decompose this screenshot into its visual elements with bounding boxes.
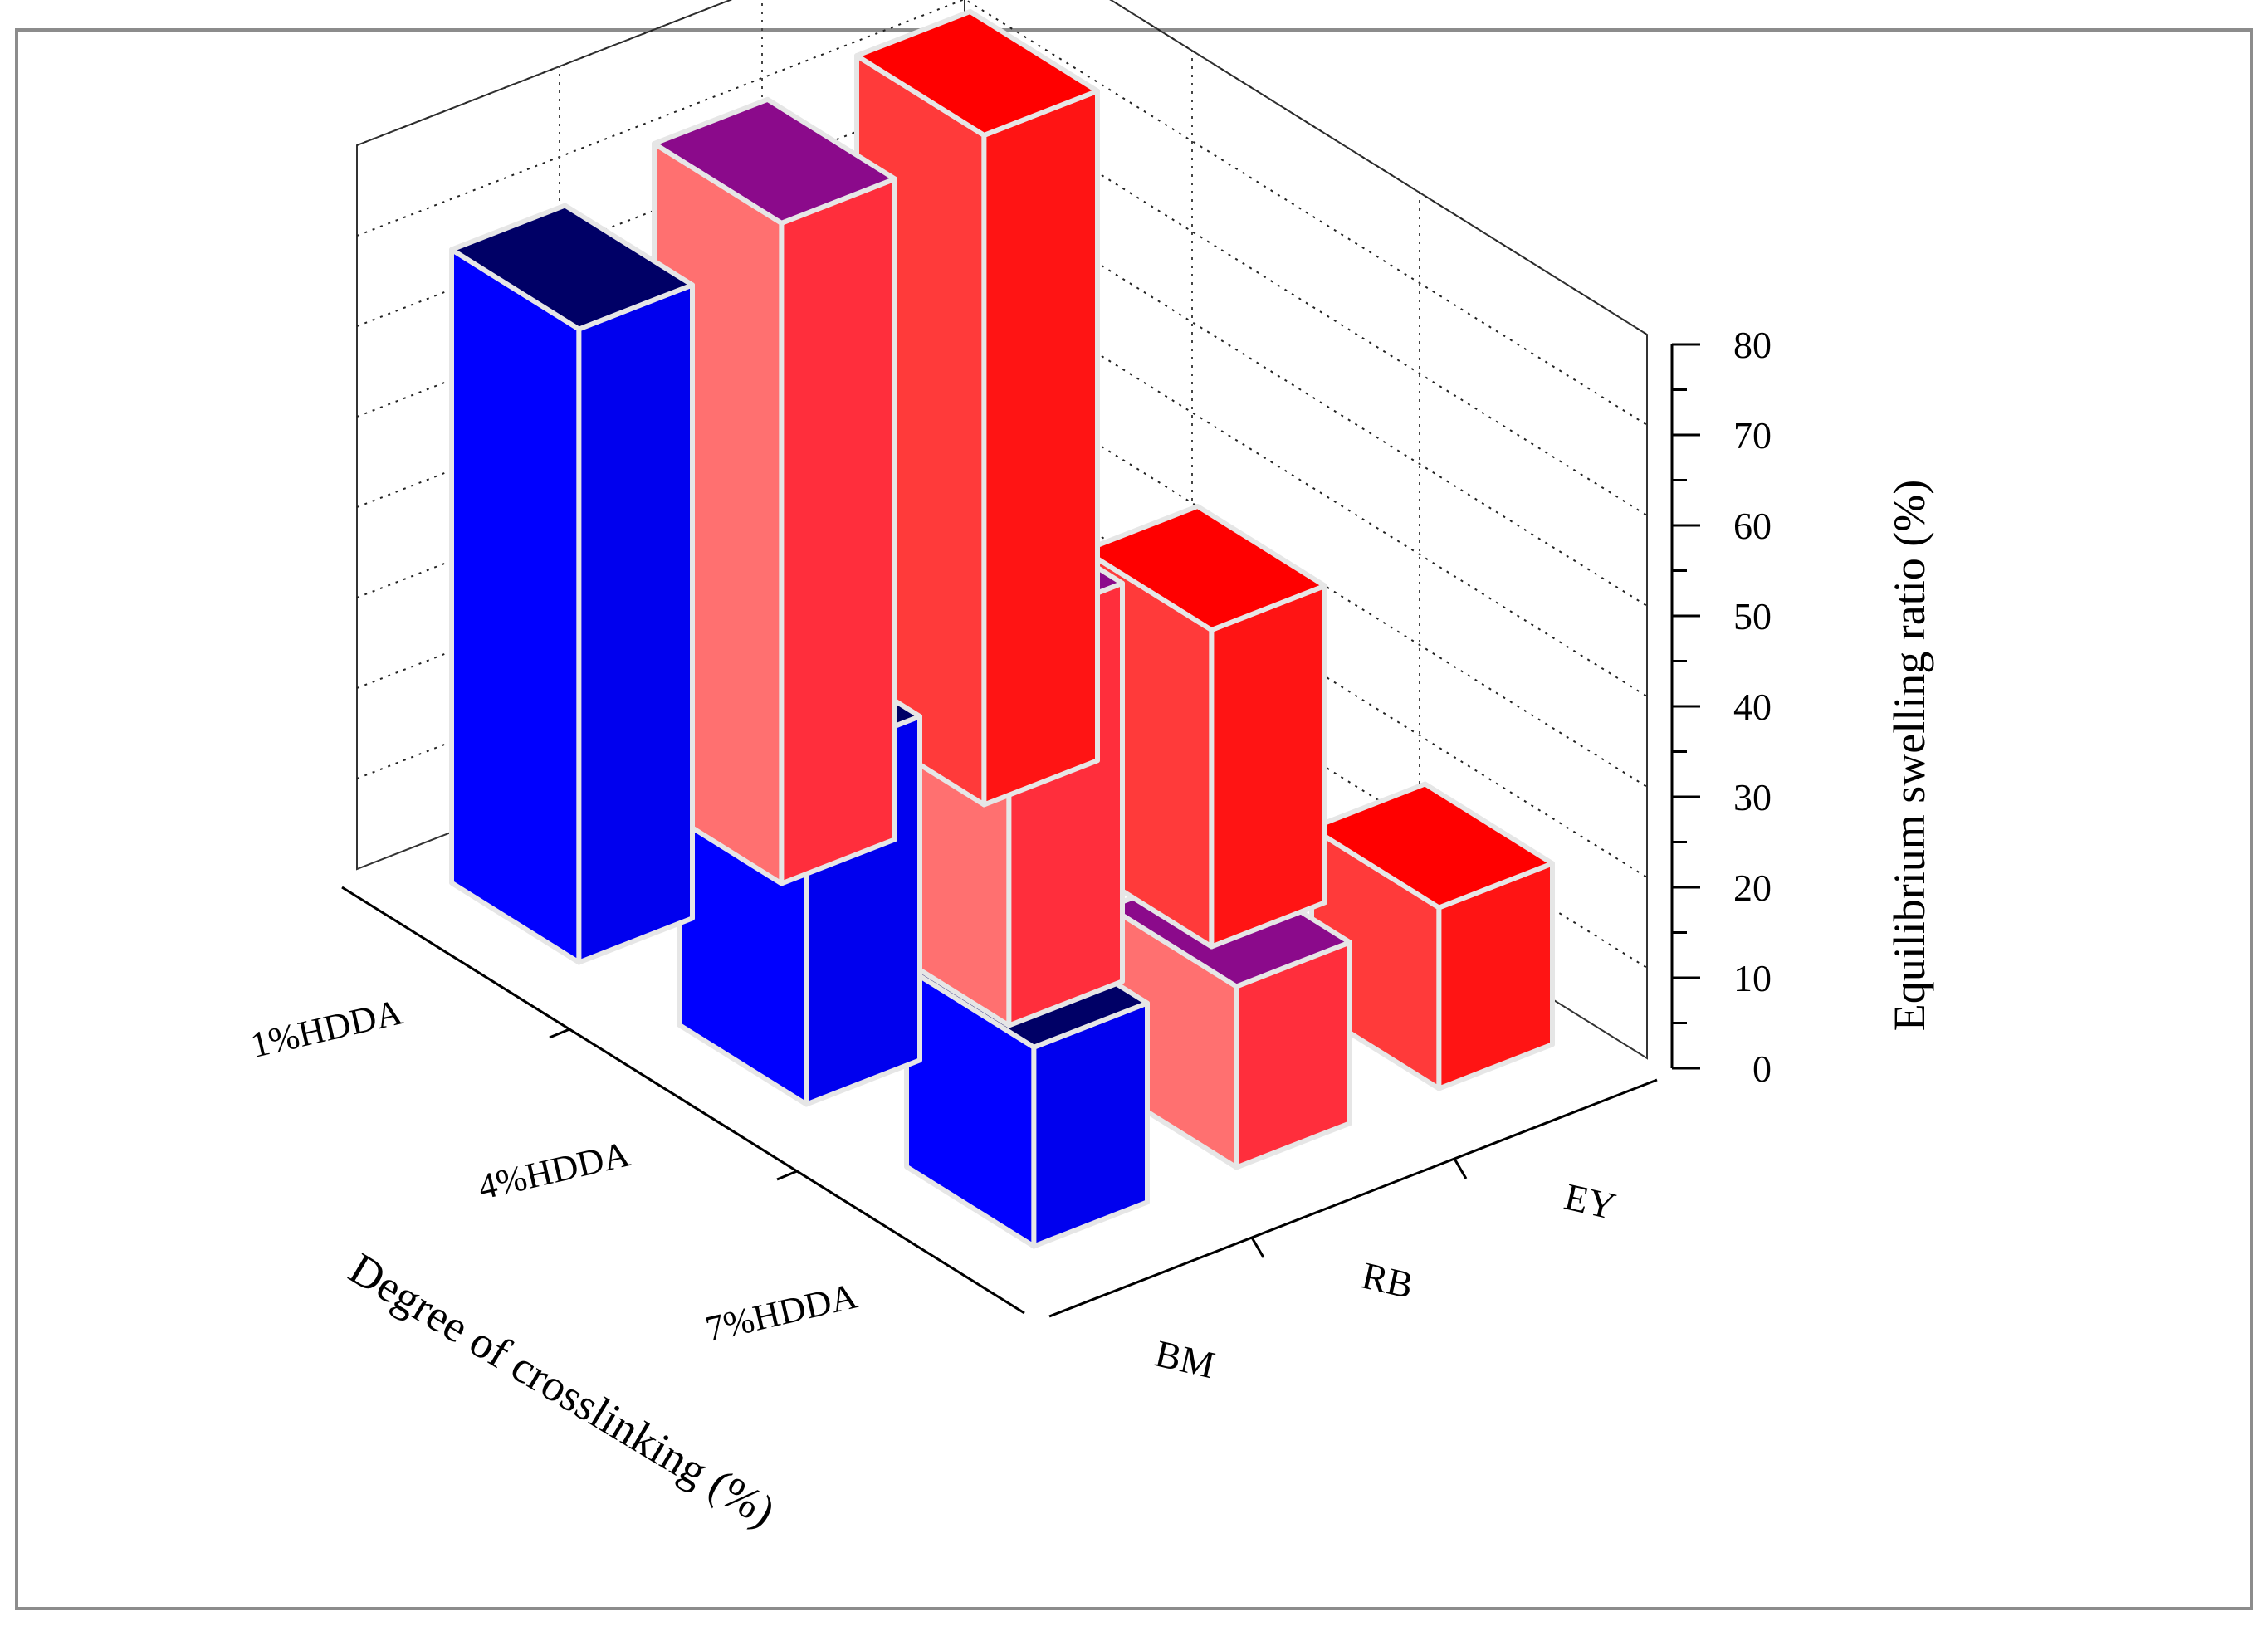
bar-face-side — [576, 282, 695, 965]
bar-face-side — [981, 88, 1100, 808]
grid-line — [356, 0, 1648, 426]
grid-line — [356, 0, 1648, 335]
category-tick — [776, 1170, 798, 1181]
bar-face-front — [449, 247, 582, 965]
series-tick — [1250, 1237, 1265, 1258]
bar-face-top — [1309, 781, 1555, 911]
bar — [449, 203, 695, 965]
bar-face-top — [1082, 504, 1327, 632]
z-tick-label: 30 — [1733, 776, 1772, 818]
bar-face-top — [854, 8, 1100, 138]
z-tick-label: 40 — [1733, 686, 1772, 728]
bar-face-side — [779, 176, 897, 886]
bars — [449, 8, 1555, 1249]
z-tick-label: 0 — [1752, 1047, 1772, 1090]
z-axis-title: Equilibrium swelling ratio (%) — [1884, 480, 1934, 1031]
bar — [1309, 781, 1555, 1091]
series-axis-line — [1048, 1078, 1658, 1318]
z-tick-label: 70 — [1733, 414, 1772, 457]
z-tick-label: 50 — [1733, 595, 1772, 637]
category-tick — [549, 1028, 570, 1039]
bar-face-side — [1209, 583, 1327, 950]
category-axis-line — [341, 886, 1025, 1315]
z-tick-label: 10 — [1733, 957, 1772, 999]
bar-face-top — [652, 96, 897, 226]
z-tick-label: 80 — [1733, 324, 1772, 366]
z-tick-label: 60 — [1733, 505, 1772, 547]
bar-face-top — [449, 203, 695, 332]
series-tick — [1453, 1158, 1468, 1179]
z-tick-label: 20 — [1733, 867, 1772, 909]
